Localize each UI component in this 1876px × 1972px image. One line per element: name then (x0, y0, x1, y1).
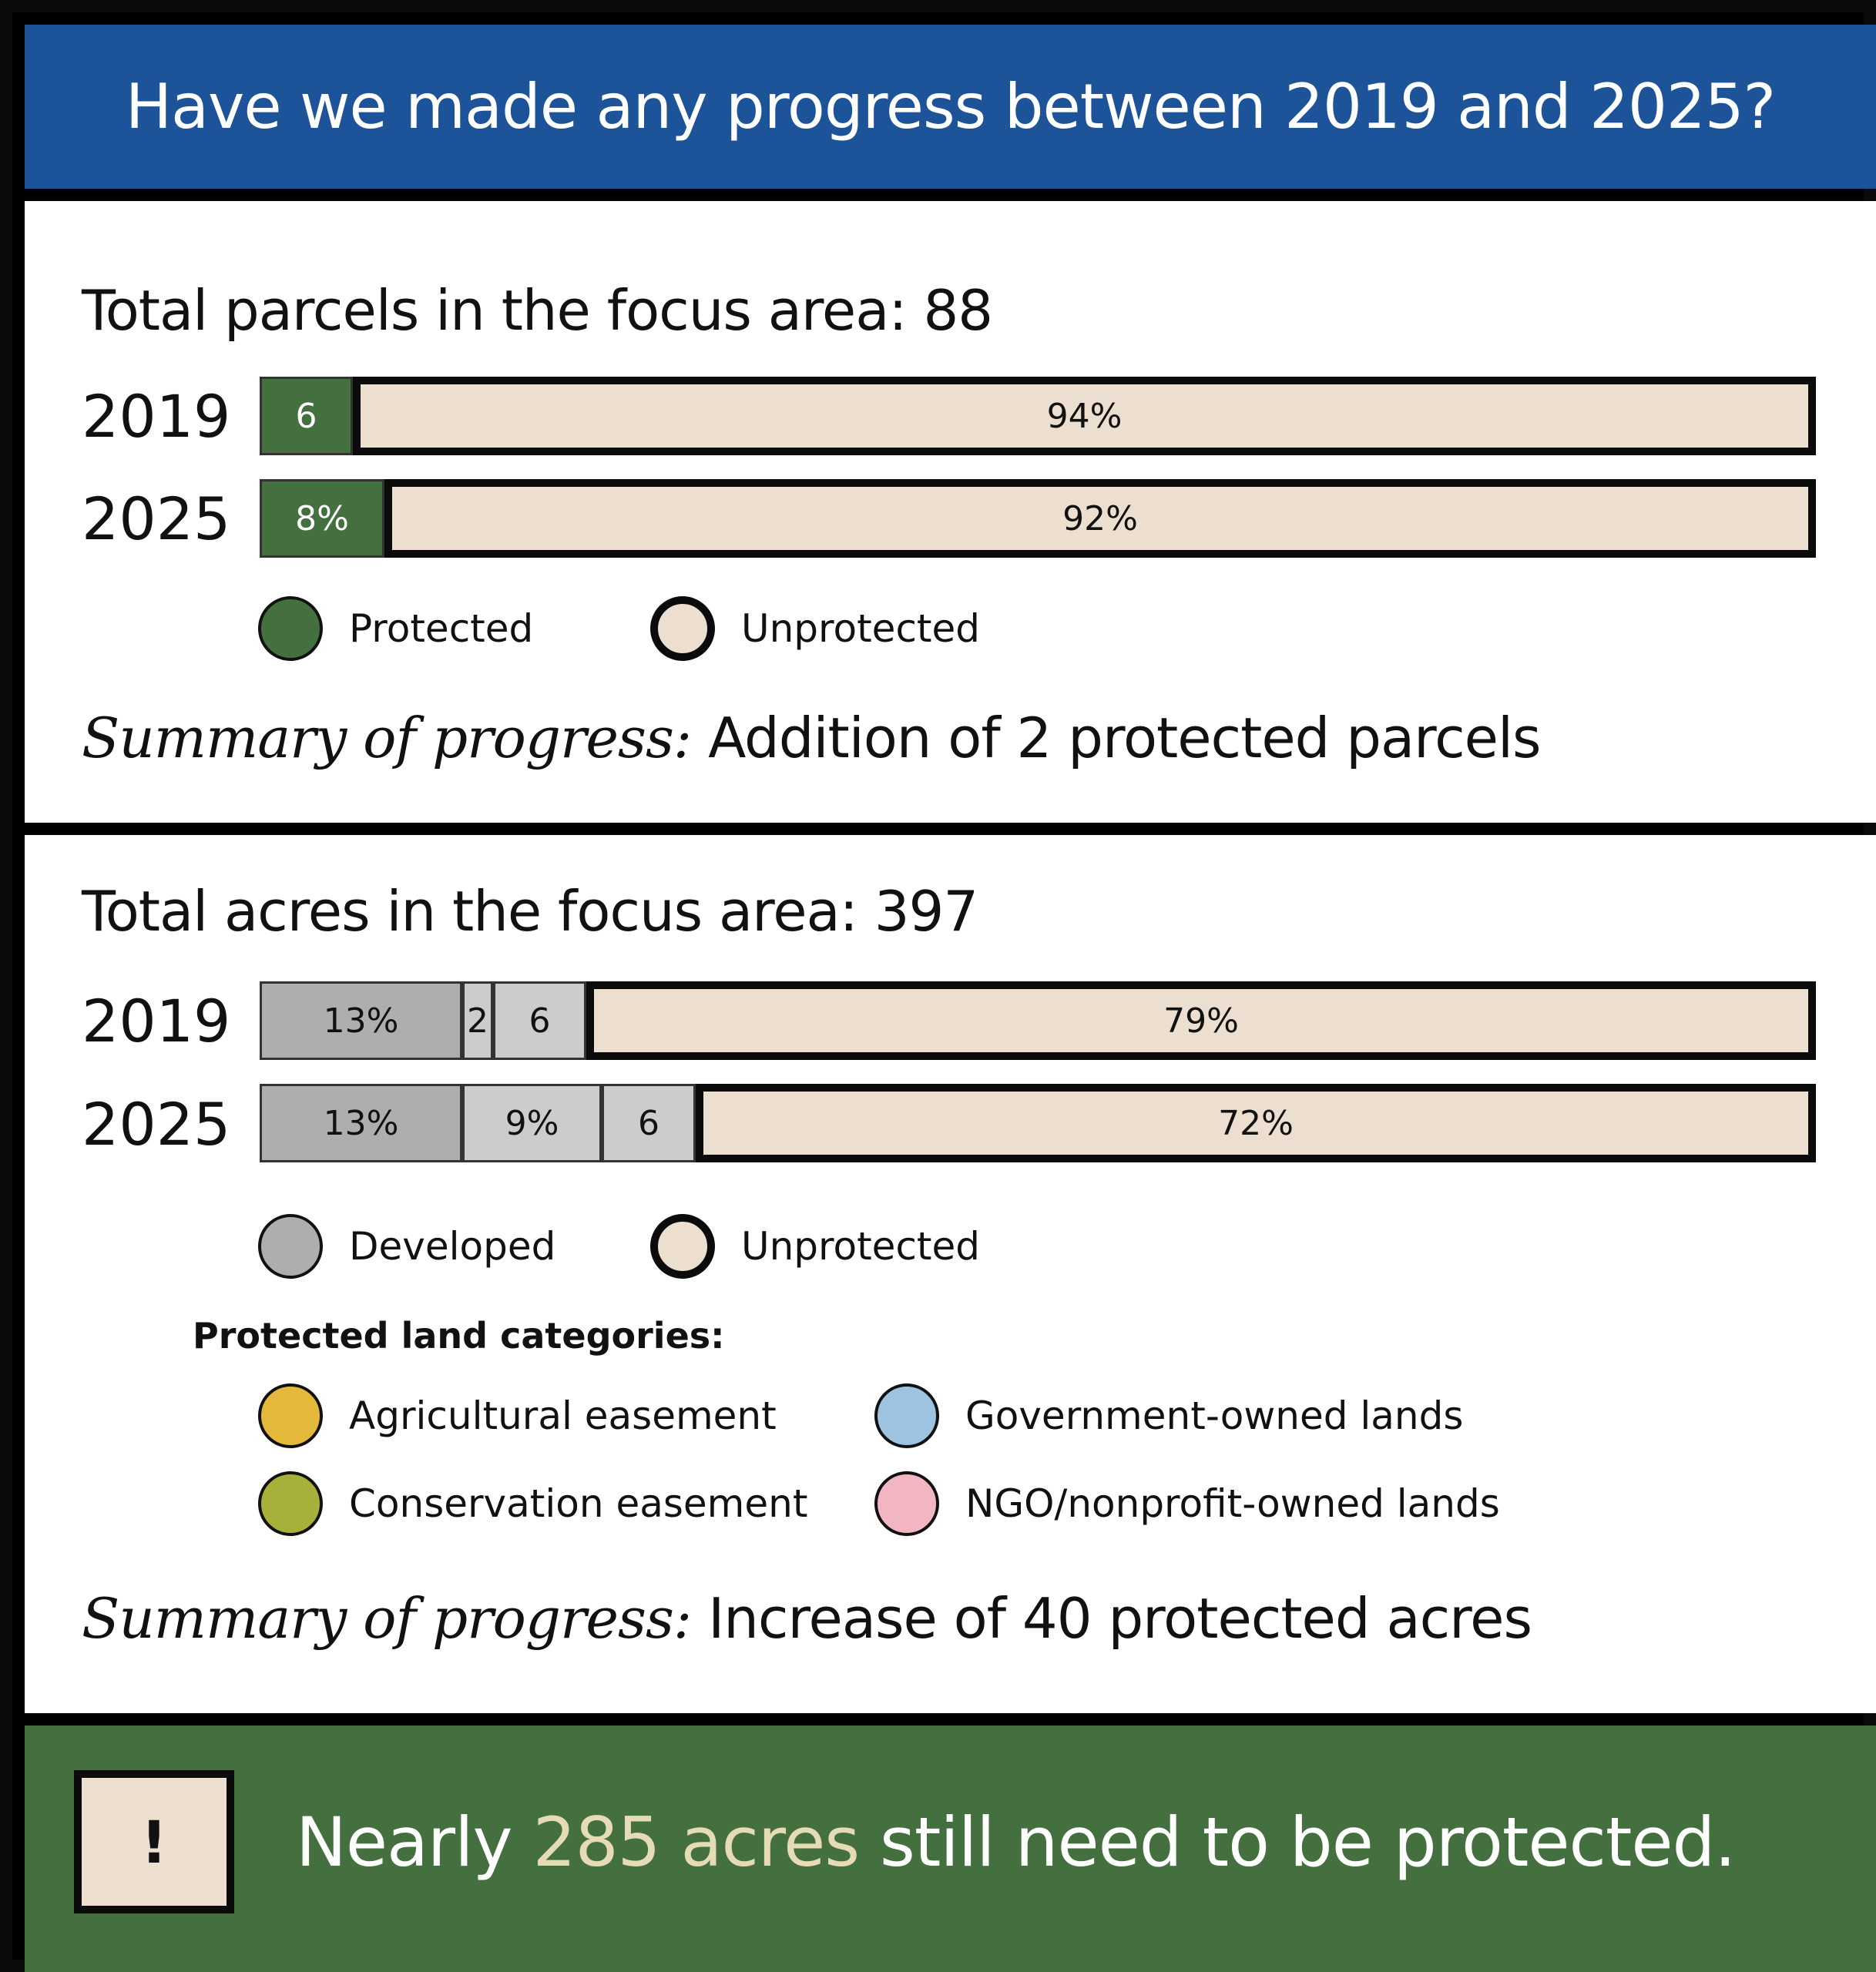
acres-year-2025: 2025 (82, 1090, 231, 1159)
parcels-bar-2019: 6 94% (260, 377, 1816, 455)
bar-segment-developed-2025: 13% (260, 1084, 462, 1162)
bar-label-unprotected-2025: 92% (1062, 498, 1138, 538)
header-banner: Have we made any progress between 2019 a… (25, 25, 1876, 189)
bar-label-conservation-2019: 2 (467, 1001, 488, 1041)
conservation-swatch-icon (258, 1471, 323, 1536)
acres-panel: Total acres in the focus area: 397 2019 … (25, 835, 1876, 1713)
unprotected-swatch-icon (650, 596, 715, 661)
legend-developed: Developed (258, 1214, 555, 1279)
parcels-summary-text: Addition of 2 protected parcels (708, 706, 1541, 770)
legend-unprotected-acres-label: Unprotected (741, 1224, 981, 1269)
footer-banner: ! Nearly 285 acres still need to be prot… (25, 1726, 1876, 1972)
acres-title: Total acres in the focus area: 397 (82, 879, 978, 944)
legend-ngo-label: NGO/nonprofit-owned lands (965, 1481, 1500, 1526)
developed-swatch-icon (258, 1214, 323, 1279)
ngo-swatch-icon (874, 1471, 939, 1536)
bar-segment-ngo-2019: 6 (493, 981, 586, 1060)
bar-label-developed-2019: 13% (323, 1001, 399, 1041)
bar-segment-conservation-2025: 9% (462, 1084, 602, 1162)
legend-agricultural: Agricultural easement (258, 1383, 777, 1448)
alert-suffix: still need to be protected. (859, 1803, 1736, 1882)
bar-label-ngo-2019: 6 (529, 1001, 551, 1041)
parcels-year-2025: 2025 (82, 485, 231, 553)
parcels-year-2019: 2019 (82, 382, 231, 451)
bar-label-conservation-2025: 9% (505, 1103, 559, 1143)
bar-segment-conservation-2019: 2 (462, 981, 493, 1060)
bar-segment-unprotected-2019: 94% (353, 377, 1816, 455)
legend-developed-label: Developed (349, 1224, 556, 1269)
bar-segment-unprotected-2025: 72% (696, 1084, 1816, 1162)
legend-government-label: Government-owned lands (965, 1393, 1464, 1438)
alert-highlight: 285 acres (532, 1803, 860, 1882)
bar-segment-protected-2025: 8% (260, 479, 384, 558)
bar-label-developed-2025: 13% (323, 1103, 399, 1143)
alert-prefix: Nearly (296, 1803, 533, 1882)
acres-year-2019: 2019 (82, 987, 231, 1055)
agricultural-swatch-icon (258, 1383, 323, 1448)
protected-swatch-icon (258, 596, 323, 661)
parcels-summary-label: Summary of progress: (82, 706, 692, 770)
bar-segment-developed-2019: 13% (260, 981, 462, 1060)
acres-summary-text: Increase of 40 protected acres (708, 1586, 1532, 1651)
bar-segment-unprotected-2025: 92% (384, 479, 1816, 558)
acres-summary: Summary of progress: Increase of 40 prot… (82, 1586, 1532, 1651)
legend-unprotected-label: Unprotected (741, 606, 981, 651)
unprotected-swatch-icon (650, 1214, 715, 1279)
bar-label-ngo-2025: 6 (638, 1103, 659, 1143)
alert-icon: ! (74, 1770, 234, 1913)
acres-bar-2019: 13% 2 6 79% (260, 981, 1816, 1060)
bar-label-unprotected-2019: 94% (1046, 396, 1123, 436)
bar-segment-protected-2019: 6 (260, 377, 353, 455)
parcels-summary: Summary of progress: Addition of 2 prote… (82, 706, 1542, 770)
page-title: Have we made any progress between 2019 a… (125, 71, 1776, 143)
parcels-title: Total parcels in the focus area: 88 (82, 278, 993, 343)
legend-unprotected: Unprotected (650, 596, 980, 661)
alert-message: Nearly 285 acres still need to be protec… (296, 1803, 1736, 1882)
parcels-panel: Total parcels in the focus area: 88 2019… (25, 201, 1876, 823)
bar-label-unprotected-2025: 72% (1218, 1103, 1294, 1143)
legend-agricultural-label: Agricultural easement (349, 1393, 777, 1438)
government-swatch-icon (874, 1383, 939, 1448)
acres-bar-2025: 13% 9% 6 72% (260, 1084, 1816, 1162)
parcels-bar-2025: 8% 92% (260, 479, 1816, 558)
bar-label-unprotected-2019: 79% (1163, 1001, 1239, 1041)
bar-segment-ngo-2025: 6 (602, 1084, 696, 1162)
bar-label-protected-2025: 8% (295, 498, 349, 538)
legend-protected: Protected (258, 596, 533, 661)
legend-government: Government-owned lands (874, 1383, 1463, 1448)
legend-unprotected-acres: Unprotected (650, 1214, 980, 1279)
legend-protected-label: Protected (349, 606, 534, 651)
bar-segment-unprotected-2019: 79% (586, 981, 1816, 1060)
legend-ngo: NGO/nonprofit-owned lands (874, 1471, 1500, 1536)
bar-label-protected-2019: 6 (295, 396, 317, 436)
legend-conservation: Conservation easement (258, 1471, 807, 1536)
protected-categories-heading: Protected land categories: (193, 1315, 725, 1357)
legend-conservation-label: Conservation easement (349, 1481, 808, 1526)
acres-summary-label: Summary of progress: (82, 1586, 692, 1651)
